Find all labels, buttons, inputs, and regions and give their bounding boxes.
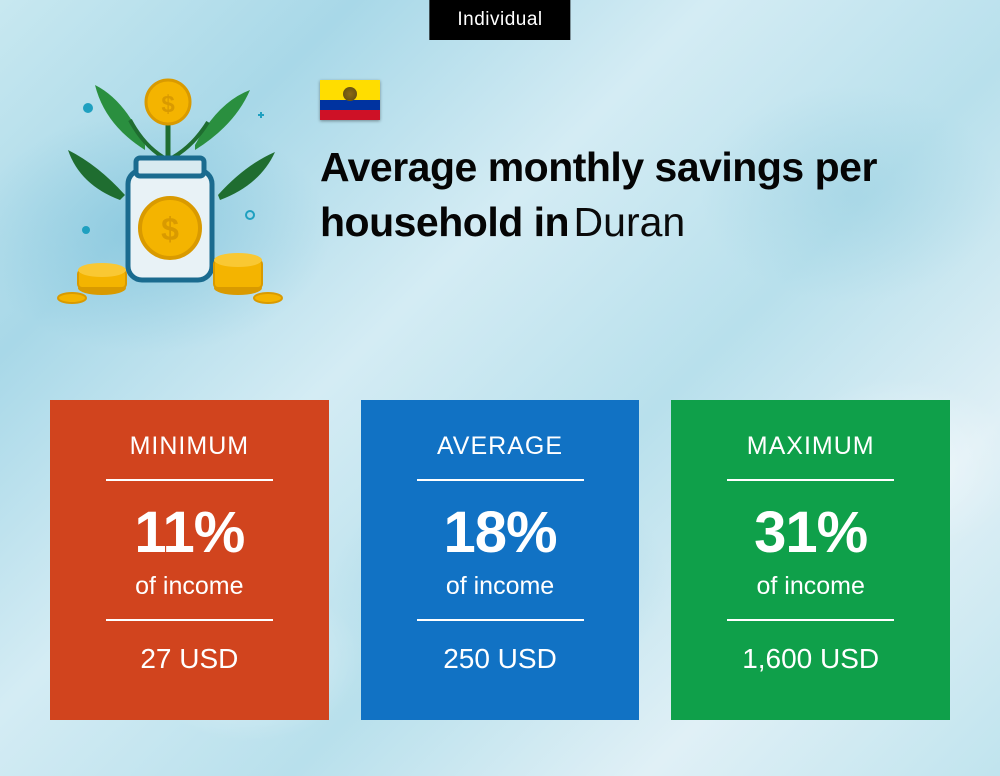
divider <box>106 619 273 621</box>
divider <box>417 479 584 481</box>
stats-cards-row: MINIMUM 11% of income 27 USD AVERAGE 18%… <box>50 400 950 720</box>
hero-section: $ $ <box>50 60 950 310</box>
svg-text:$: $ <box>161 91 175 118</box>
category-tag-label: Individual <box>457 9 542 30</box>
card-label-max: MAXIMUM <box>747 432 875 461</box>
card-amount-max: 1,600 USD <box>742 639 879 675</box>
card-minimum: MINIMUM 11% of income 27 USD <box>50 400 329 720</box>
title-area: Average monthly savings per household in… <box>320 60 950 251</box>
page-title: Average monthly savings per household in… <box>320 140 950 251</box>
category-tag: Individual <box>429 0 570 40</box>
svg-text:$: $ <box>161 211 179 247</box>
divider <box>417 619 584 621</box>
card-average: AVERAGE 18% of income 250 USD <box>361 400 640 720</box>
title-location-part: Duran <box>574 199 686 245</box>
card-amount-avg: 250 USD <box>443 639 557 675</box>
card-label-min: MINIMUM <box>130 432 249 461</box>
divider <box>727 479 894 481</box>
divider <box>727 619 894 621</box>
card-amount-min: 27 USD <box>140 639 238 675</box>
card-of-income-max: of income <box>756 572 864 601</box>
savings-jar-icon: $ $ <box>50 60 290 310</box>
card-percent-max: 31% <box>754 499 867 566</box>
card-of-income-min: of income <box>135 572 243 601</box>
flag-stripe-mid <box>320 100 380 110</box>
flag-stripe-bot <box>320 110 380 120</box>
ecuador-flag-icon <box>320 80 380 120</box>
flag-emblem-icon <box>343 87 357 101</box>
divider <box>106 479 273 481</box>
card-percent-avg: 18% <box>443 499 556 566</box>
card-of-income-avg: of income <box>446 572 554 601</box>
card-percent-min: 11% <box>134 499 244 566</box>
card-maximum: MAXIMUM 31% of income 1,600 USD <box>671 400 950 720</box>
card-label-avg: AVERAGE <box>437 432 563 461</box>
savings-illustration: $ $ <box>50 60 290 310</box>
